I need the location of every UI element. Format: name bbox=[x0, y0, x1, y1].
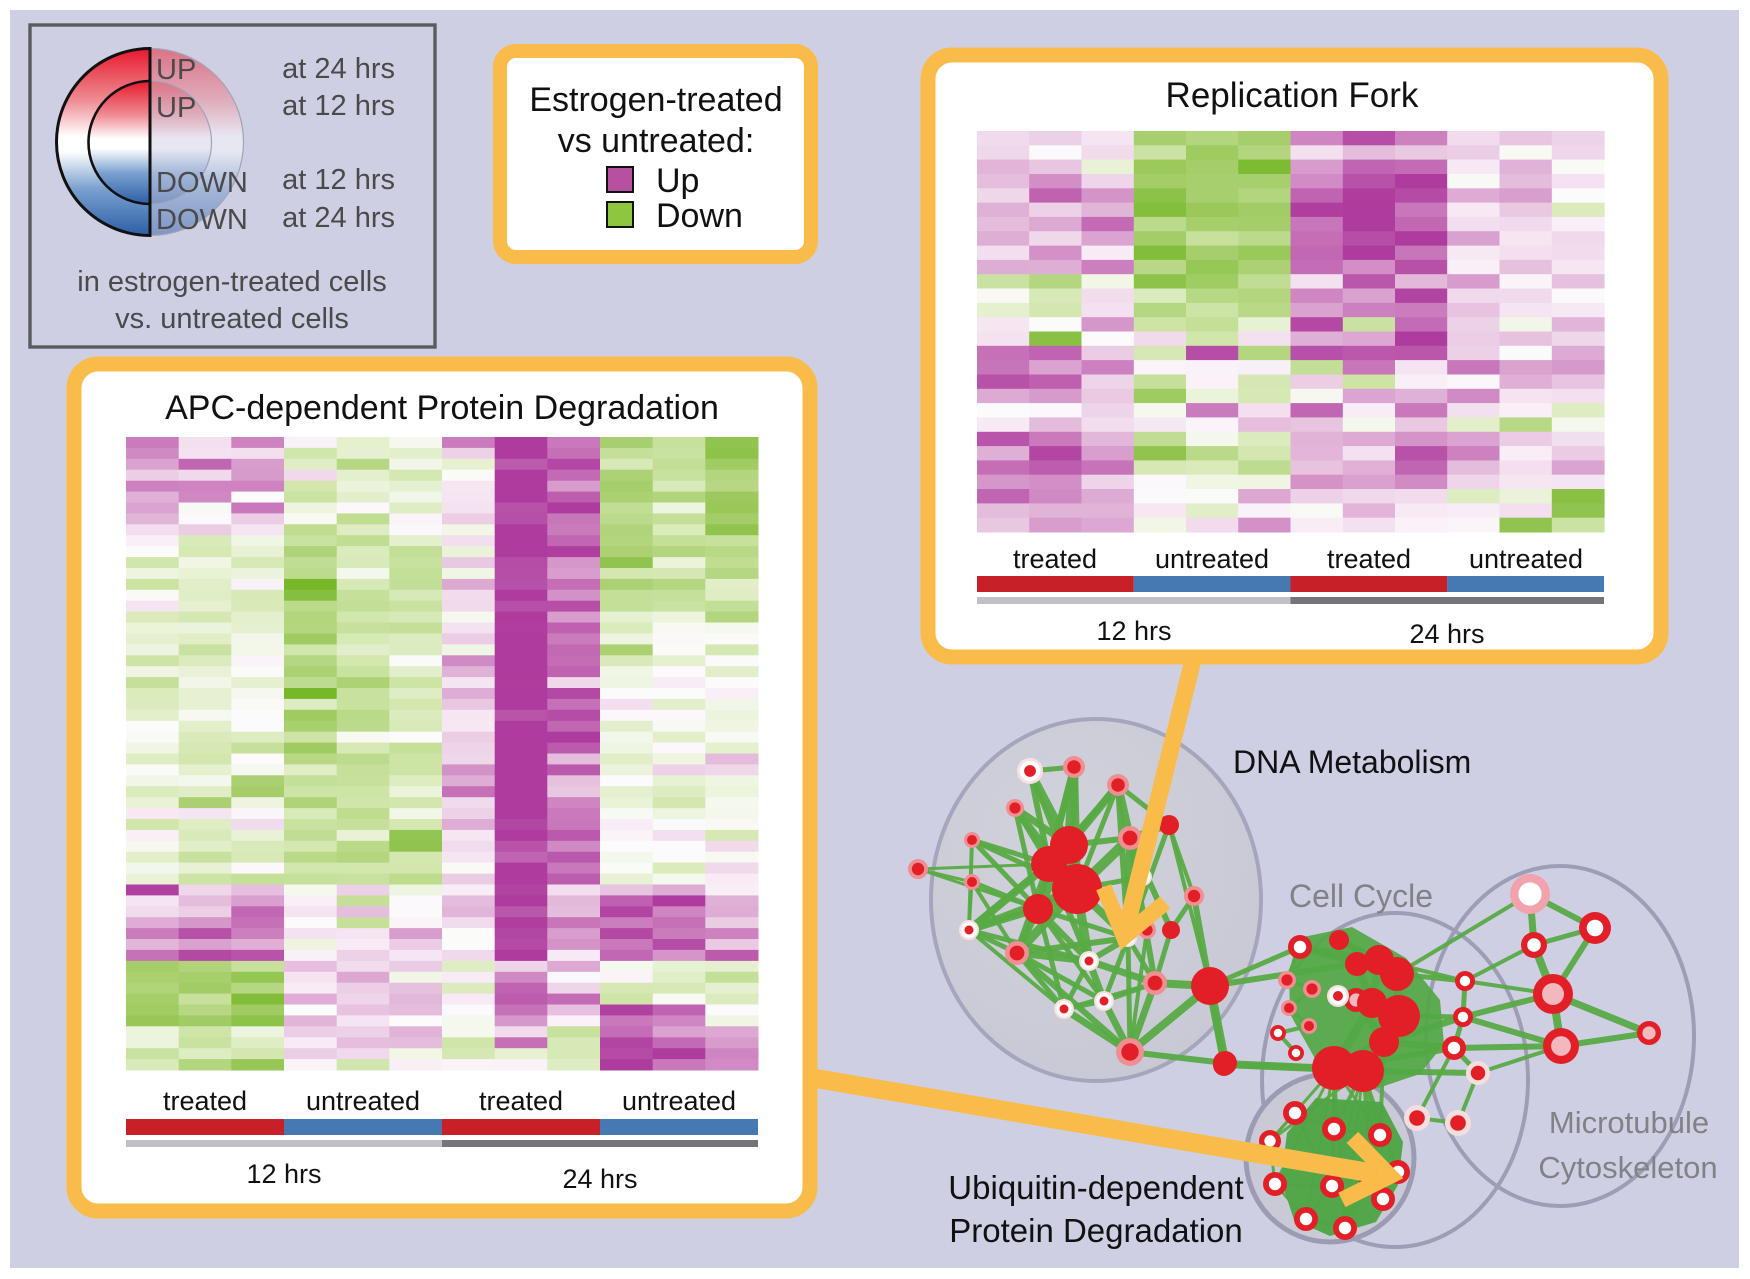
svg-text:Down: Down bbox=[656, 197, 743, 235]
svg-text:treated: treated bbox=[163, 1086, 247, 1116]
svg-text:in estrogen-treated cells: in estrogen-treated cells bbox=[77, 266, 387, 298]
svg-text:UP: UP bbox=[156, 54, 196, 86]
svg-text:12 hrs: 12 hrs bbox=[246, 1159, 321, 1189]
svg-text:at 12 hrs: at 12 hrs bbox=[282, 164, 395, 196]
svg-text:at 12 hrs: at 12 hrs bbox=[282, 90, 395, 122]
svg-text:treated: treated bbox=[1013, 544, 1097, 574]
svg-text:DNA Metabolism: DNA Metabolism bbox=[1233, 744, 1471, 780]
svg-text:Replication Fork: Replication Fork bbox=[1166, 76, 1419, 115]
svg-text:UP: UP bbox=[156, 92, 196, 124]
svg-text:Protein Degradation: Protein Degradation bbox=[949, 1212, 1243, 1249]
svg-text:DOWN: DOWN bbox=[156, 167, 248, 199]
svg-text:12 hrs: 12 hrs bbox=[1096, 616, 1171, 646]
svg-text:Cytoskeleton: Cytoskeleton bbox=[1538, 1150, 1717, 1185]
svg-text:at 24 hrs: at 24 hrs bbox=[282, 53, 395, 85]
svg-text:at 24 hrs: at 24 hrs bbox=[282, 202, 395, 234]
svg-text:vs untreated:: vs untreated: bbox=[558, 122, 755, 160]
svg-text:treated: treated bbox=[479, 1086, 563, 1116]
svg-text:24 hrs: 24 hrs bbox=[562, 1164, 637, 1194]
svg-text:APC-dependent Protein Degradat: APC-dependent Protein Degradation bbox=[165, 389, 719, 427]
svg-text:Estrogen-treated: Estrogen-treated bbox=[529, 81, 782, 119]
svg-text:24 hrs: 24 hrs bbox=[1409, 619, 1484, 649]
svg-text:Microtubule: Microtubule bbox=[1549, 1105, 1709, 1140]
svg-text:Ubiquitin-dependent: Ubiquitin-dependent bbox=[948, 1169, 1243, 1206]
svg-text:untreated: untreated bbox=[1469, 544, 1583, 574]
svg-text:vs. untreated cells: vs. untreated cells bbox=[115, 303, 349, 335]
svg-text:DOWN: DOWN bbox=[156, 204, 248, 236]
svg-text:Up: Up bbox=[656, 162, 699, 200]
svg-text:treated: treated bbox=[1327, 544, 1411, 574]
svg-text:untreated: untreated bbox=[622, 1086, 736, 1116]
svg-text:untreated: untreated bbox=[1155, 544, 1269, 574]
svg-text:Cell Cycle: Cell Cycle bbox=[1289, 878, 1433, 914]
svg-text:untreated: untreated bbox=[306, 1086, 420, 1116]
